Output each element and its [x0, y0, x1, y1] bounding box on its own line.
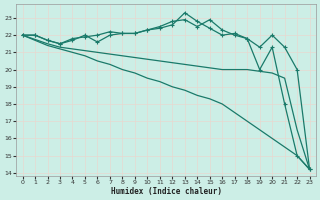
X-axis label: Humidex (Indice chaleur): Humidex (Indice chaleur) — [111, 187, 221, 196]
